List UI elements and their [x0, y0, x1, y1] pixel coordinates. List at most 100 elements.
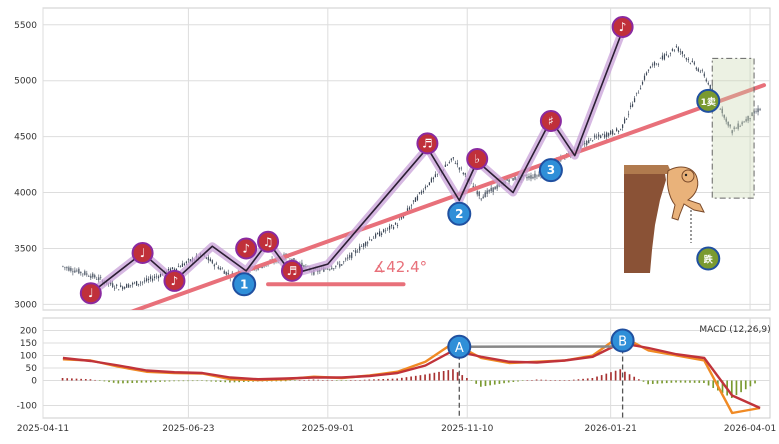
candle-body: [528, 176, 529, 178]
histogram-bar: [169, 381, 171, 382]
candle-body: [228, 273, 229, 274]
y-tick-label: 0: [31, 377, 37, 387]
marker-note: ♪: [164, 271, 184, 291]
candle-body: [674, 50, 675, 51]
histogram-bar: [587, 378, 589, 380]
histogram-bar: [108, 381, 110, 383]
histogram-bar: [359, 380, 361, 381]
candle-body: [429, 182, 430, 185]
y-tick-label: 3500: [14, 244, 37, 254]
histogram-bar: [99, 381, 101, 382]
histogram-bar: [615, 371, 617, 381]
marker-note: ♪: [613, 17, 633, 37]
candle-body: [399, 220, 400, 221]
histogram-bar: [485, 381, 487, 387]
marker-label: 跌: [704, 254, 714, 266]
candle-body: [710, 85, 711, 89]
histogram-bar: [494, 381, 496, 385]
candle-body: [622, 124, 623, 128]
candle-body: [624, 119, 625, 124]
marker-note: ♩: [133, 243, 153, 263]
candle-body: [425, 187, 426, 189]
candle-body: [628, 114, 629, 115]
candle-body: [532, 177, 533, 178]
y-tick-label: 200: [20, 327, 37, 337]
histogram-bar: [238, 381, 240, 383]
candle-body: [112, 283, 113, 287]
histogram-bar: [466, 378, 468, 381]
candle-body: [415, 197, 416, 201]
signal-label: B: [618, 335, 627, 350]
histogram-bar: [540, 380, 542, 381]
y-tick-label: 4000: [14, 189, 37, 199]
candle-body: [363, 244, 364, 247]
candle-body: [144, 280, 145, 281]
candle-body: [487, 191, 488, 194]
histogram-bar: [113, 381, 115, 383]
candle-body: [130, 285, 131, 286]
candle-body: [345, 259, 346, 260]
histogram-bar: [164, 381, 166, 382]
histogram-bar: [387, 379, 389, 381]
candle-body: [654, 62, 655, 65]
candle-body: [682, 51, 683, 53]
candle-body: [700, 72, 701, 73]
candle-body: [640, 88, 641, 89]
candle-body: [90, 276, 91, 278]
histogram-bar: [127, 381, 129, 384]
candle-body: [413, 200, 414, 201]
histogram-bar: [206, 381, 208, 382]
candle-body: [397, 225, 398, 226]
candle-body: [331, 268, 332, 269]
candle-body: [616, 129, 617, 132]
candle-body: [116, 285, 117, 286]
histogram-bar: [313, 380, 315, 381]
marker-note: ♩: [81, 283, 101, 303]
candle-body: [391, 225, 392, 226]
candle-body: [564, 159, 565, 160]
histogram-bar: [187, 381, 189, 382]
histogram-bar: [406, 377, 408, 380]
candle-body: [333, 268, 334, 269]
histogram-bar: [517, 381, 519, 382]
candle-body: [142, 282, 143, 283]
candle-body: [512, 178, 513, 180]
candle-body: [479, 192, 480, 196]
x-tick-label: 2025-06-23: [162, 424, 214, 434]
histogram-bar: [582, 379, 584, 381]
candle-body: [214, 265, 215, 267]
candle-body: [453, 157, 454, 158]
signal-marker: A: [448, 336, 470, 358]
y-tick-label: 150: [20, 339, 37, 349]
candle-body: [86, 273, 87, 274]
candle-body: [232, 273, 233, 274]
histogram-bar: [327, 380, 329, 381]
candle-body: [664, 54, 665, 59]
histogram-bar: [308, 380, 310, 381]
candle-body: [592, 140, 593, 141]
candle-body: [361, 246, 362, 247]
candle-body: [463, 173, 464, 174]
candle-body: [152, 279, 153, 281]
candle-body: [465, 173, 466, 175]
candle-body: [708, 83, 709, 84]
histogram-bar: [155, 381, 157, 383]
candle-body: [375, 234, 376, 238]
candle-body: [70, 268, 71, 271]
histogram-bar: [489, 381, 491, 386]
candle-body: [757, 108, 758, 112]
candle-body: [357, 252, 358, 253]
candle-body: [343, 262, 344, 263]
histogram-bar: [220, 381, 222, 383]
candle-body: [100, 277, 101, 278]
histogram-bar: [364, 380, 366, 381]
candle-body: [642, 82, 643, 84]
histogram-bar: [410, 377, 412, 381]
candle-body: [226, 272, 227, 275]
candle-body: [704, 74, 705, 77]
candle-body: [172, 267, 173, 269]
candle-body: [632, 104, 633, 107]
histogram-bar: [90, 379, 92, 380]
histogram-bar: [159, 381, 161, 382]
